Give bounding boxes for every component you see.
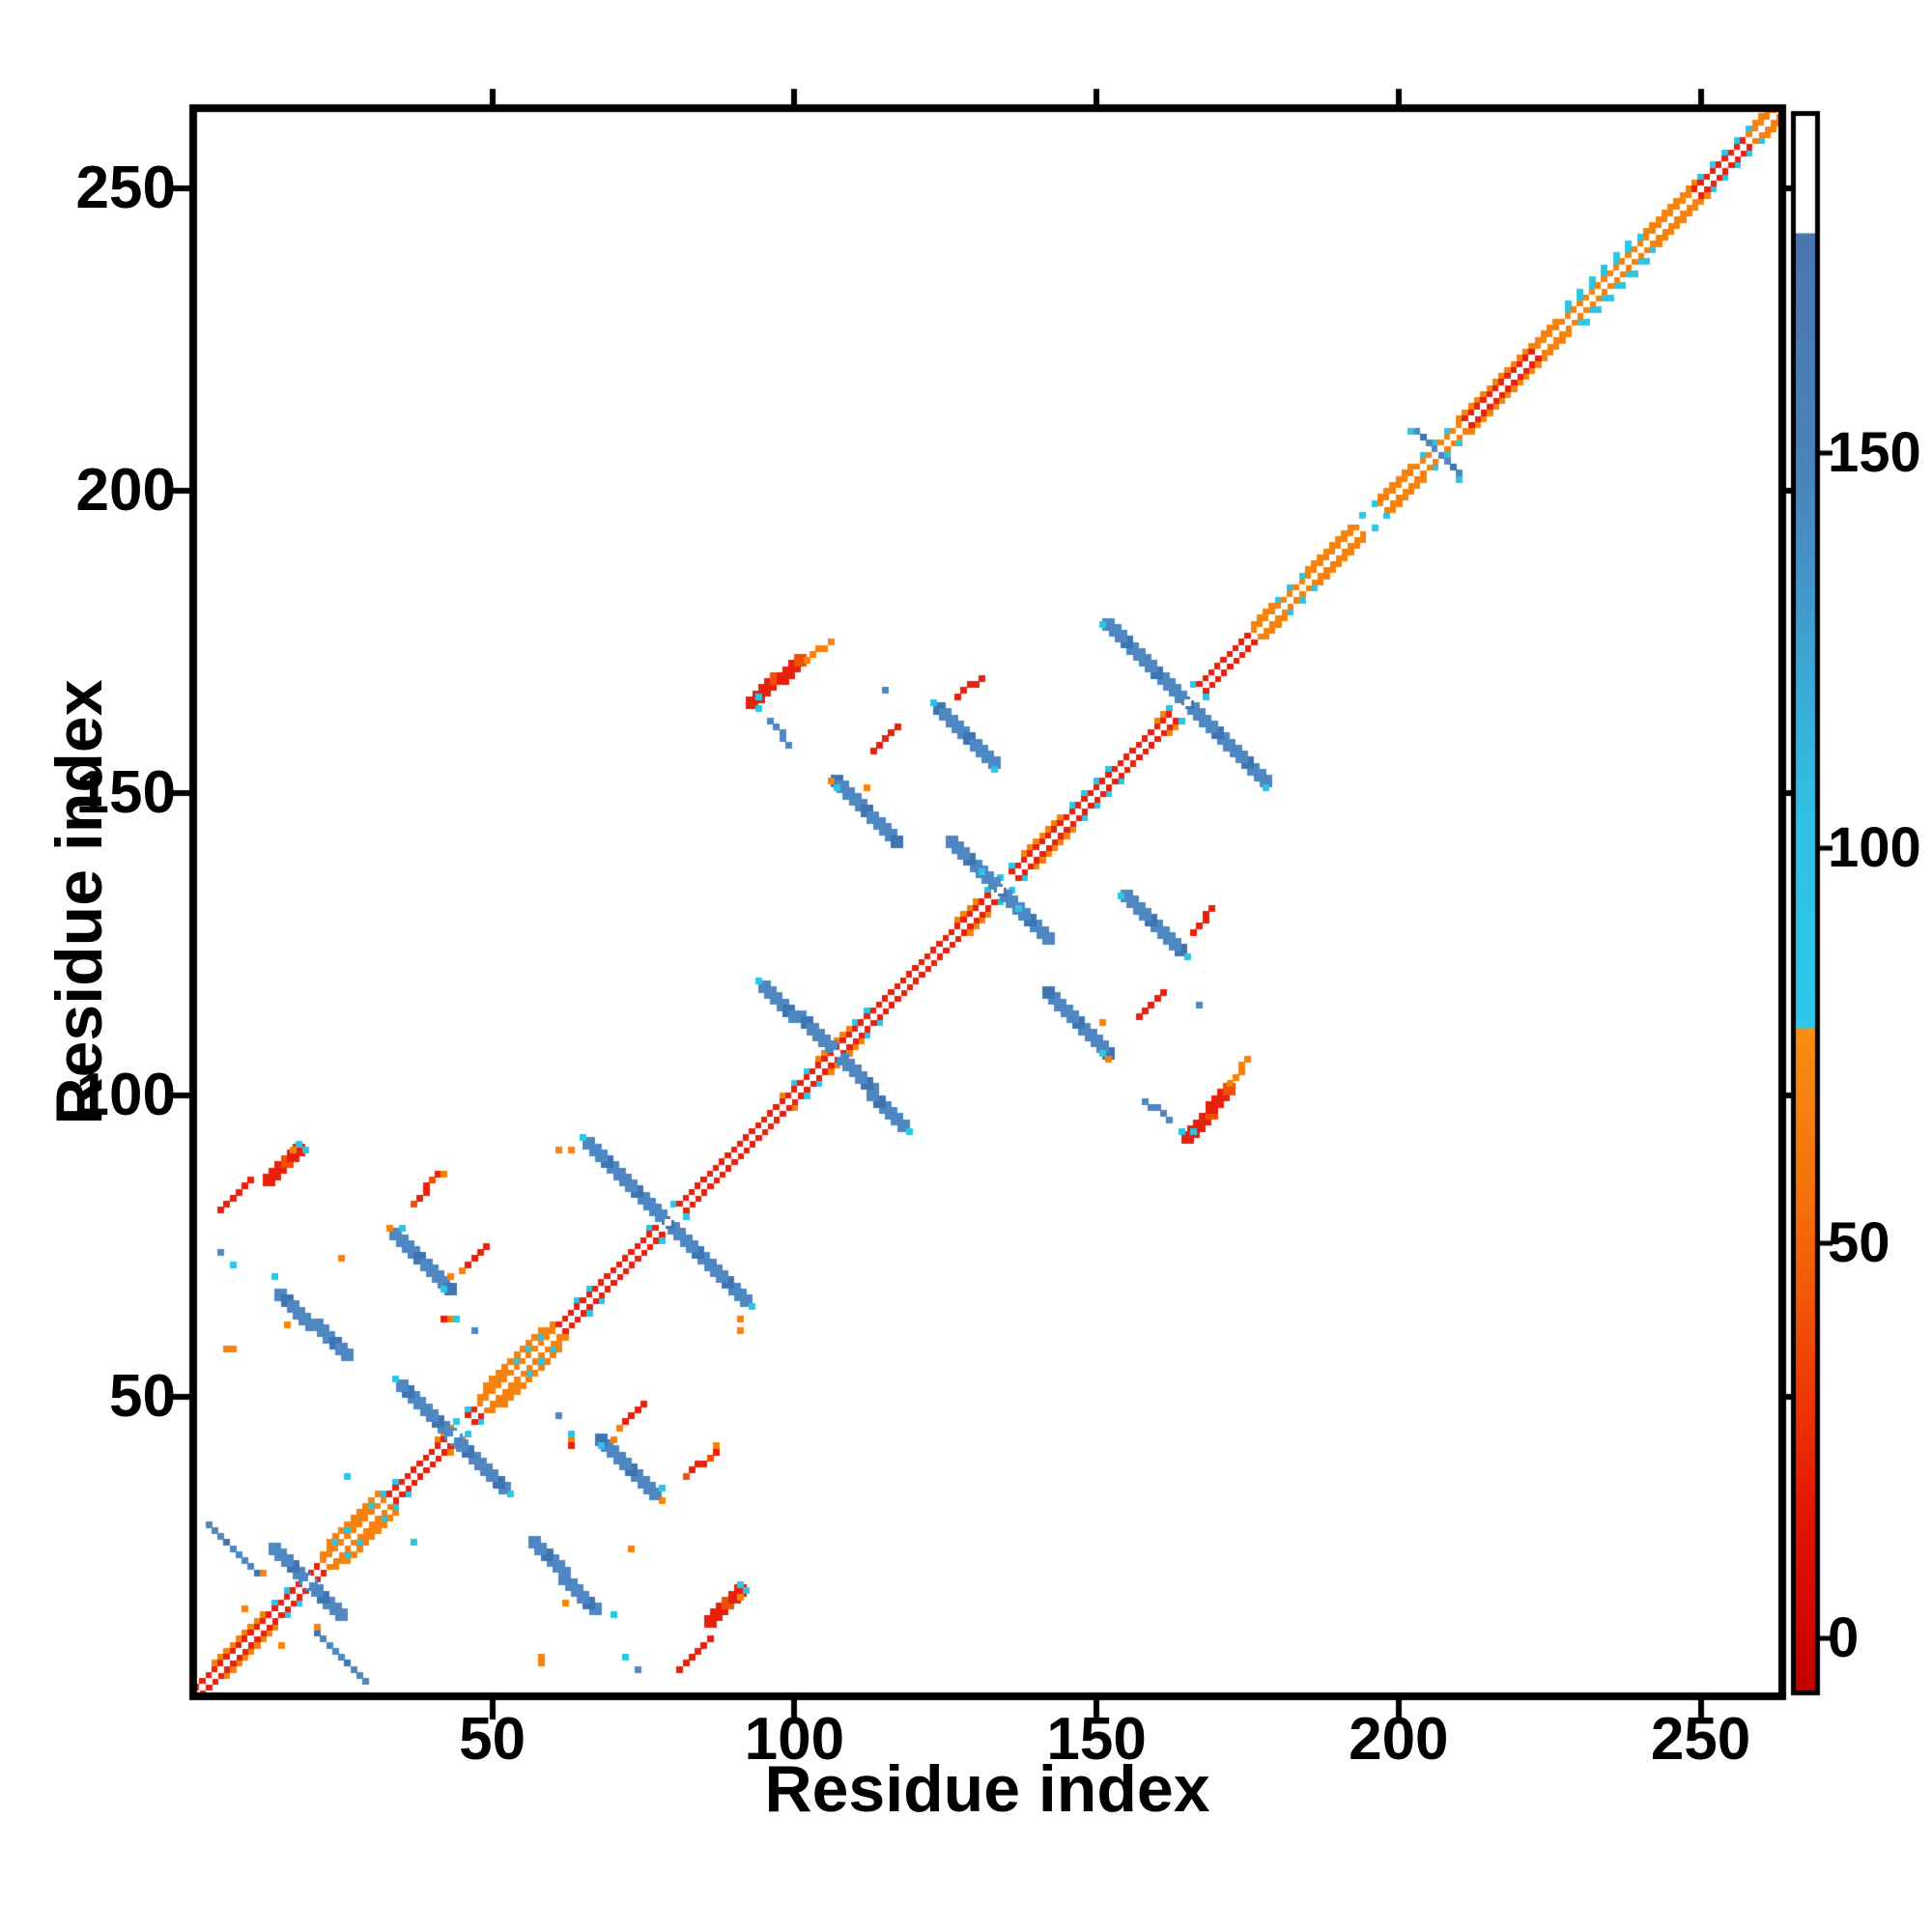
x-tick-label: 150 [1046,1706,1147,1773]
y-axis-title: Residue index [43,679,116,1125]
y-tick-label: 200 [75,457,176,525]
y-tick-label: 50 [109,1363,176,1431]
y-tick-label: 100 [75,1061,176,1128]
x-tick-label: 250 [1650,1706,1751,1773]
x-tick-label: 50 [459,1706,526,1773]
y-tick-label: 250 [75,155,176,222]
colorbar-tick-label: 50 [1828,1211,1890,1275]
colorbar-tick-label: 100 [1828,815,1921,879]
colorbar-tick-label: 0 [1828,1606,1860,1670]
x-tick-label: 100 [744,1706,845,1773]
x-tick-label: 200 [1349,1706,1449,1773]
colorbar-tick-label: 150 [1828,420,1921,484]
y-tick-label: 150 [75,758,176,826]
x-axis-title: Residue index [764,1752,1210,1826]
